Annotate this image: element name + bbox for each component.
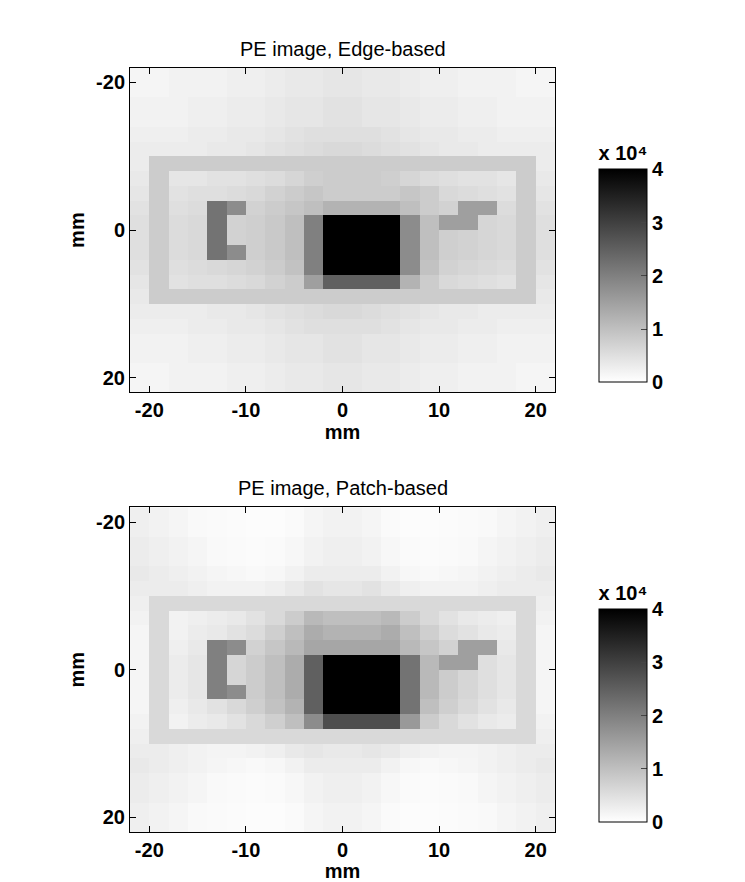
svg-text:x 10⁴: x 10⁴ xyxy=(599,142,648,164)
svg-text:1: 1 xyxy=(652,758,663,780)
svg-text:3: 3 xyxy=(652,212,663,234)
svg-text:1: 1 xyxy=(652,318,663,340)
svg-text:20: 20 xyxy=(103,806,125,828)
svg-text:-20: -20 xyxy=(96,71,125,93)
svg-text:mm: mm xyxy=(325,421,361,443)
svg-text:10: 10 xyxy=(428,399,450,421)
svg-text:mm: mm xyxy=(325,860,361,882)
svg-text:3: 3 xyxy=(652,651,663,673)
svg-text:0: 0 xyxy=(114,659,125,681)
svg-text:-20: -20 xyxy=(135,839,164,861)
svg-text:mm: mm xyxy=(66,652,88,688)
svg-text:-10: -10 xyxy=(231,839,260,861)
svg-text:0: 0 xyxy=(114,219,125,241)
svg-text:PE image, Edge-based: PE image, Edge-based xyxy=(240,38,446,60)
svg-text:0: 0 xyxy=(652,371,663,393)
svg-text:-10: -10 xyxy=(231,399,260,421)
svg-text:10: 10 xyxy=(428,839,450,861)
svg-text:-20: -20 xyxy=(135,399,164,421)
svg-text:20: 20 xyxy=(525,399,547,421)
svg-text:4: 4 xyxy=(652,158,664,180)
svg-text:0: 0 xyxy=(337,839,348,861)
svg-text:PE image, Patch-based: PE image, Patch-based xyxy=(238,477,448,499)
svg-text:20: 20 xyxy=(525,839,547,861)
svg-text:-20: -20 xyxy=(96,511,125,533)
svg-text:2: 2 xyxy=(652,705,663,727)
svg-text:20: 20 xyxy=(103,367,125,389)
svg-text:x 10⁴: x 10⁴ xyxy=(599,582,648,604)
svg-text:mm: mm xyxy=(66,212,88,248)
svg-text:0: 0 xyxy=(652,811,663,833)
svg-text:0: 0 xyxy=(337,399,348,421)
svg-text:2: 2 xyxy=(652,265,663,287)
svg-text:4: 4 xyxy=(652,598,664,620)
